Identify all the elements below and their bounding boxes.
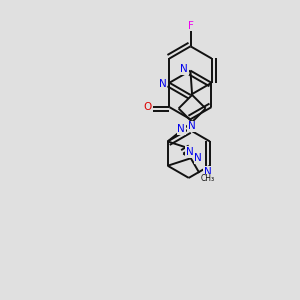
Text: CH₃: CH₃ [201, 174, 215, 183]
Text: O: O [144, 102, 152, 112]
Text: N: N [159, 80, 167, 89]
Text: N: N [204, 167, 212, 177]
Text: N: N [177, 124, 185, 134]
Text: N: N [194, 153, 202, 163]
Text: N: N [188, 122, 196, 131]
Text: F: F [188, 21, 194, 31]
Text: N: N [186, 147, 194, 157]
Text: N: N [181, 64, 188, 74]
